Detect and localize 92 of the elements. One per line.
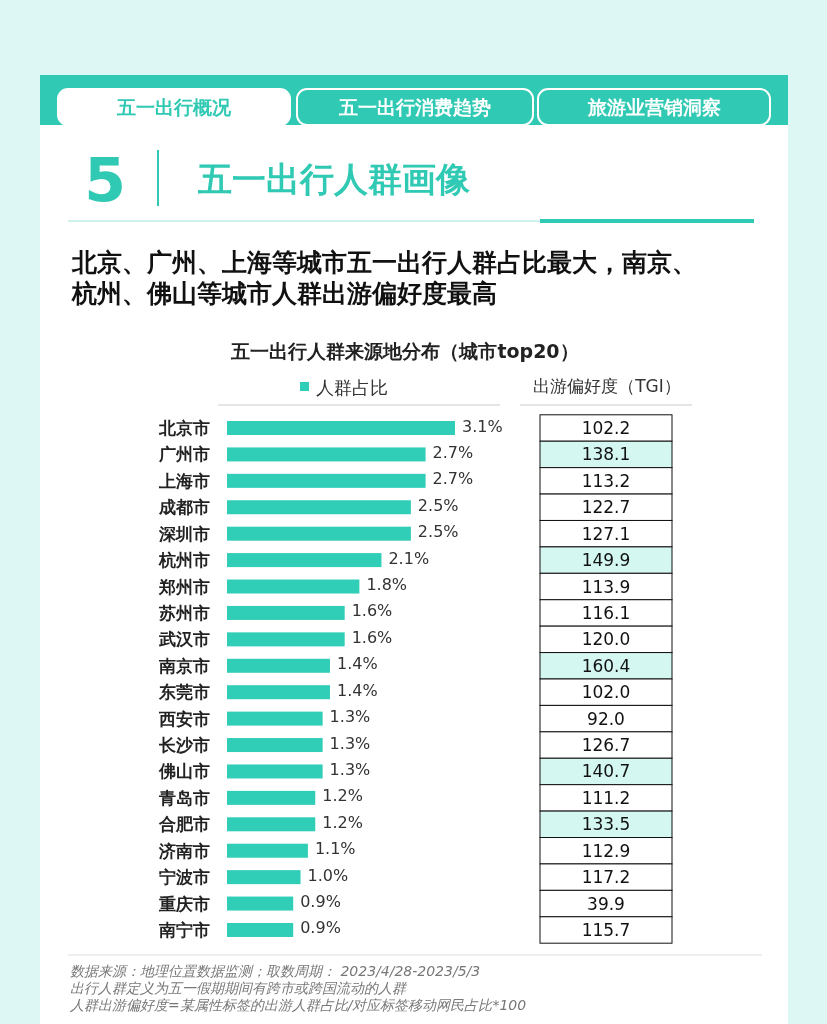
data-label: 92.0 — [587, 708, 625, 729]
y-tick-label: 苏州市 — [158, 602, 210, 623]
data-label: 2.7% — [432, 442, 474, 462]
data-label: 149.9 — [581, 550, 631, 571]
data-label: 1.2% — [322, 786, 363, 806]
bar — [227, 738, 323, 753]
data-label: 120.0 — [581, 629, 631, 650]
data-label: 1.1% — [314, 839, 356, 859]
data-label: 112.9 — [581, 840, 631, 861]
bar — [227, 922, 294, 937]
data-label: 1.4% — [336, 680, 378, 700]
source-note: 数据来源：地理位置数据监测；取数周期： 2023/4/28-2023/5/3 — [70, 963, 481, 979]
data-label: 140.7 — [581, 761, 631, 782]
data-label: 1.0% — [307, 865, 349, 885]
y-tick-label: 武汉市 — [158, 629, 210, 650]
data-label: 116.1 — [581, 602, 631, 623]
bar — [227, 790, 316, 805]
chart-title: 北京、广州、上海等城市五一出行人群占比最大，南京、杭州、佛山等城市人群出游偏好度最高 — [71, 247, 697, 308]
data-label: 133.5 — [581, 814, 631, 835]
bar — [227, 473, 426, 488]
data-label: 102.2 — [581, 418, 631, 438]
data-label: 39.9 — [587, 893, 625, 914]
data-label: 1.3% — [329, 707, 371, 727]
data-label: 1.3% — [329, 733, 371, 753]
y-tick-label: 青岛市 — [158, 787, 210, 808]
data-label: 1.6% — [351, 627, 393, 647]
data-label: 2.5% — [417, 495, 459, 515]
data-label: 2.7% — [432, 469, 474, 489]
data-label: 1.2% — [322, 812, 363, 832]
bar — [227, 579, 360, 594]
y-tick-label: 成都市 — [158, 497, 210, 518]
bar — [227, 632, 345, 647]
text: 旅游业营销洞察 — [586, 96, 721, 118]
bar — [227, 526, 411, 541]
text: 5 — [84, 145, 126, 215]
legend-label: 人群占比 — [316, 376, 388, 398]
data-label: 3.1% — [462, 416, 503, 436]
data-label: 113.9 — [581, 576, 631, 597]
bar — [227, 817, 316, 832]
bar — [227, 605, 345, 620]
bar — [227, 843, 308, 858]
text: 五一出行概况 — [116, 96, 232, 118]
bar — [227, 447, 426, 462]
bar — [227, 553, 382, 568]
y-tick-label: 西安市 — [158, 708, 210, 729]
data-label: 113.2 — [581, 470, 631, 491]
y-tick-label: 重庆市 — [158, 893, 210, 914]
data-label: 127.1 — [581, 523, 631, 544]
y-tick-label: 长沙市 — [158, 735, 210, 756]
data-label: 160.4 — [581, 655, 631, 676]
y-tick-label: 广州市 — [158, 444, 210, 465]
bar — [227, 421, 455, 435]
y-tick-label: 上海市 — [158, 470, 210, 491]
data-label: 111.2 — [581, 787, 631, 808]
y-tick-label: 南宁市 — [158, 919, 210, 940]
y-tick-label: 宁波市 — [159, 867, 210, 888]
bar — [227, 500, 411, 515]
data-label: 122.7 — [581, 497, 631, 518]
data-label: 1.4% — [336, 654, 378, 674]
text: 出游偏好度（TGI） — [533, 376, 681, 396]
data-label: 2.1% — [388, 548, 430, 568]
text: 五一出行人群画像 — [197, 159, 471, 199]
bar — [227, 685, 330, 700]
data-label: 1.8% — [366, 575, 408, 595]
y-tick-label: 东莞市 — [158, 682, 210, 703]
chart-subtitle: 五一出行人群来源地分布（城市top20） — [230, 340, 579, 362]
data-label: 0.9% — [300, 918, 341, 938]
data-label: 138.1 — [581, 444, 631, 465]
y-tick-label: 济南市 — [158, 840, 210, 861]
data-label: 1.6% — [351, 601, 393, 621]
y-tick-label: 郑州市 — [158, 576, 210, 597]
text: 出行人群定义为五一假期期间有跨市或跨国流动的人群 — [70, 980, 408, 996]
bar — [227, 658, 330, 673]
data-label: 102.0 — [581, 682, 631, 703]
data-label: 0.9% — [300, 892, 341, 912]
data-label: 115.7 — [581, 919, 631, 940]
text: 五一出行消费趋势 — [338, 96, 491, 118]
bar — [227, 896, 294, 911]
y-tick-label: 合肥市 — [158, 814, 210, 835]
y-tick-label: 佛山市 — [158, 761, 210, 782]
data-label: 2.5% — [417, 522, 459, 542]
text: 人群出游偏好度=某属性标签的出游人群占比/对应标签移动网民占比*100 — [69, 997, 527, 1013]
bar — [227, 764, 323, 779]
data-label: 1.3% — [329, 759, 371, 779]
data-label: 126.7 — [581, 735, 631, 756]
y-tick-label: 深圳市 — [158, 523, 210, 544]
bar — [227, 870, 301, 885]
bar — [227, 711, 323, 726]
y-tick-label: 北京市 — [158, 418, 210, 438]
y-tick-label: 南京市 — [158, 655, 210, 676]
y-tick-label: 杭州市 — [158, 550, 210, 571]
data-label: 117.2 — [581, 867, 631, 888]
